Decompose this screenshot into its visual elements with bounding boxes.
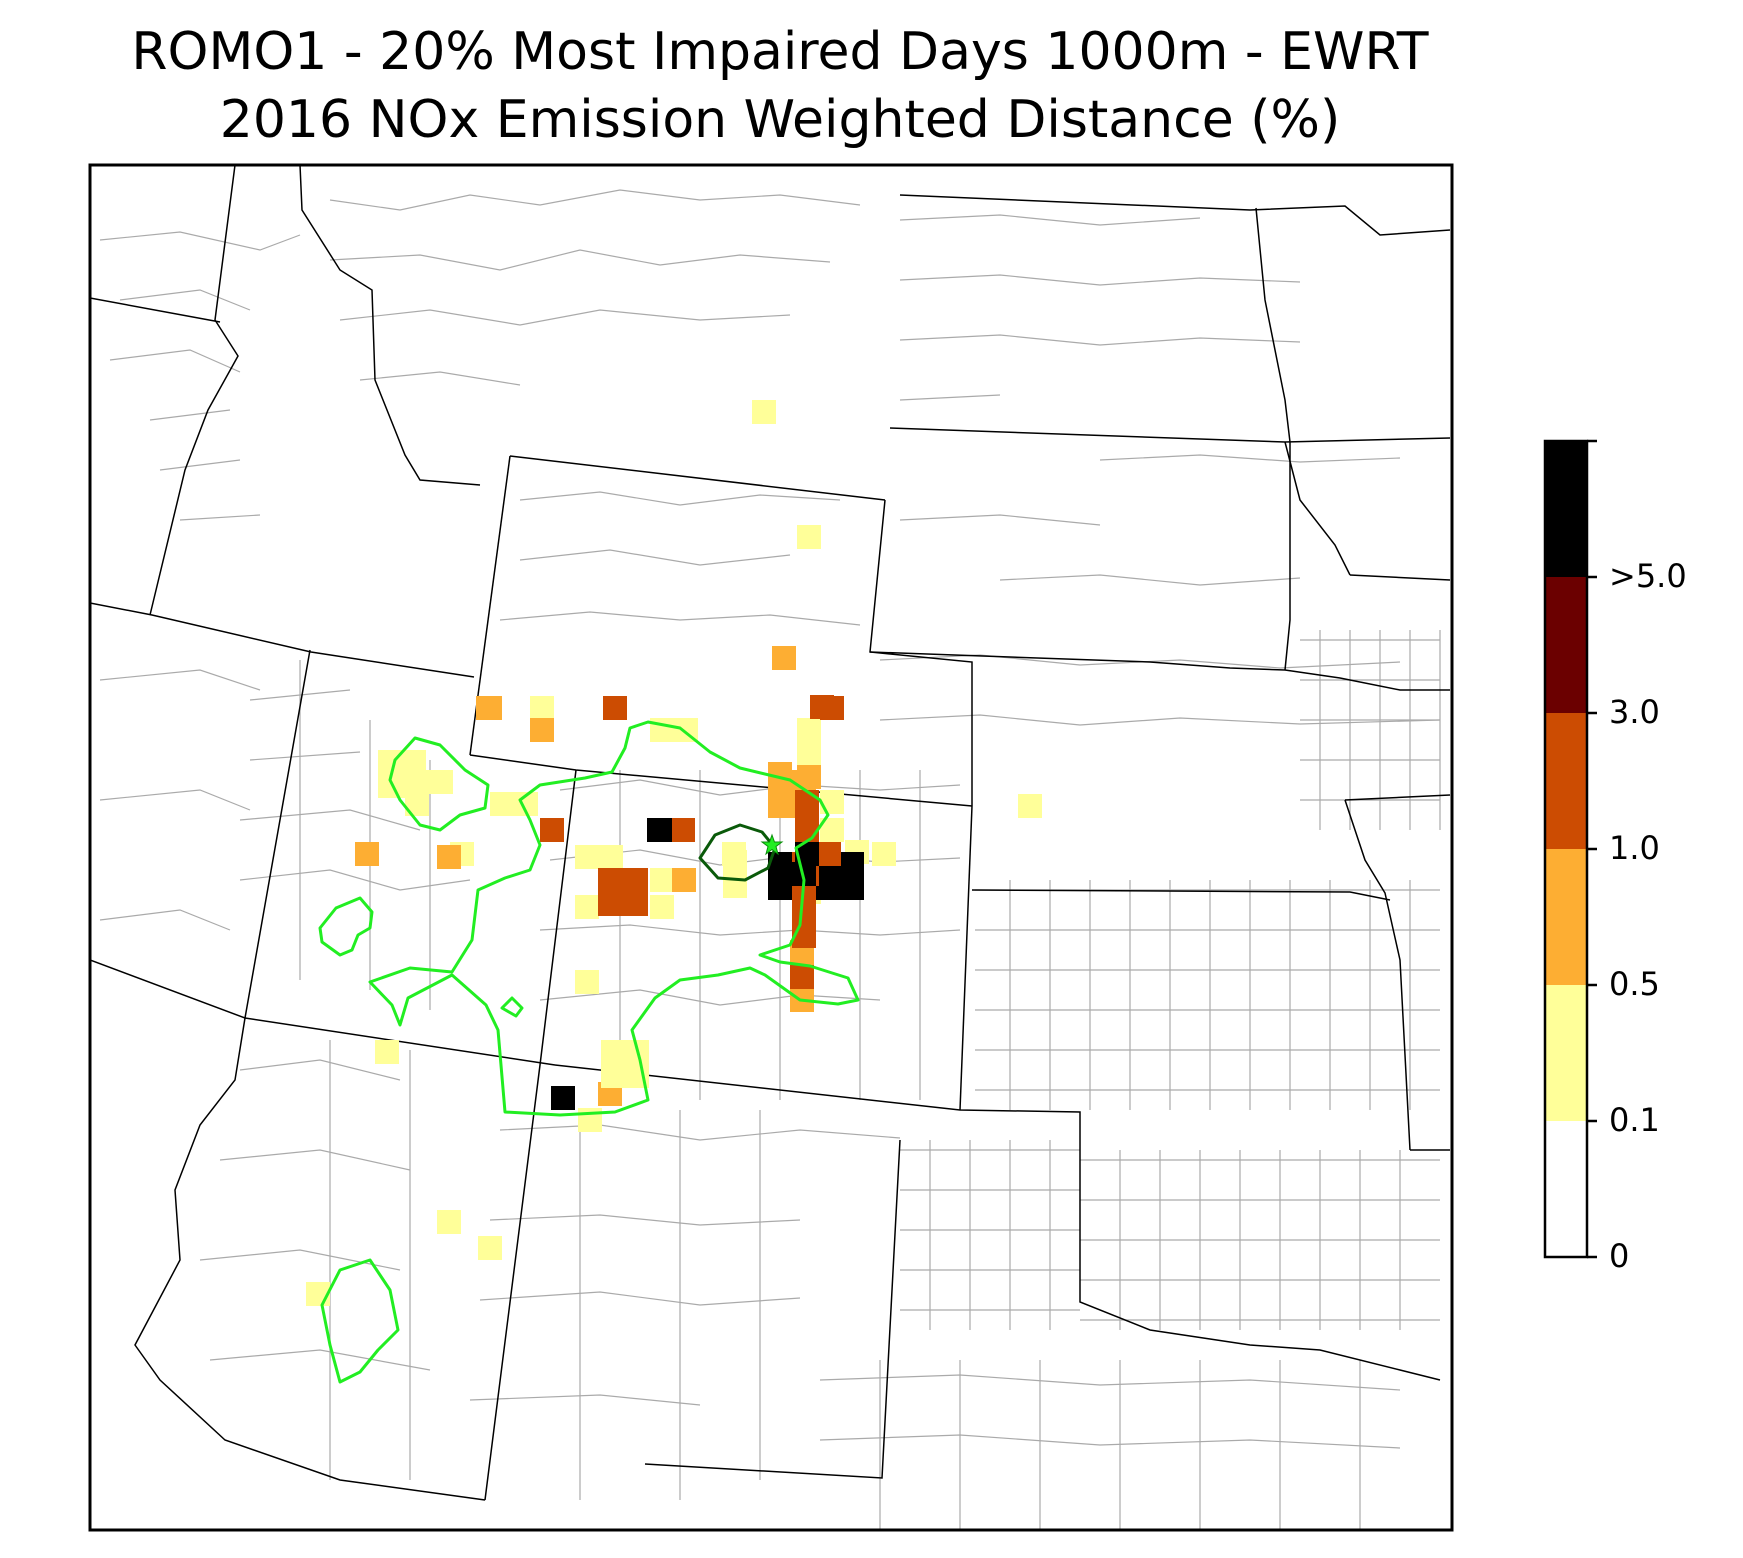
emission-cell — [671, 818, 695, 842]
colorbar-segment — [1545, 577, 1587, 713]
state-boundaries — [90, 165, 1451, 1501]
emission-cell — [575, 895, 599, 919]
emission-cell — [672, 868, 696, 892]
colorbar-segment — [1545, 849, 1587, 985]
contour-arizona — [320, 1258, 400, 1384]
emission-cell — [810, 695, 834, 719]
colorbar-tick-label: 1.0 — [1609, 829, 1660, 867]
county-boundaries — [99, 189, 1441, 1530]
contour-north-utah — [388, 736, 490, 832]
emission-cell — [598, 868, 646, 916]
emission-cell — [772, 646, 796, 670]
emission-cell — [790, 965, 814, 989]
emission-cell — [820, 790, 844, 814]
emission-cell — [872, 842, 896, 866]
emission-cell — [722, 842, 746, 866]
emission-cell — [530, 718, 554, 742]
emission-cell — [490, 792, 538, 816]
colorbar-segment — [1545, 713, 1587, 849]
colorbar-tick-label: 0 — [1609, 1237, 1630, 1275]
emission-cell — [603, 696, 627, 720]
map-border — [88, 163, 1454, 1532]
colorbar-tick-label: >5.0 — [1609, 557, 1687, 595]
chart-title: ROMO1 - 20% Most Impaired Days 1000m - E… — [131, 22, 1429, 82]
emission-cell — [797, 525, 821, 549]
emission-cell — [1018, 794, 1042, 818]
emission-cell — [551, 1086, 575, 1110]
emission-cell — [375, 1040, 399, 1064]
colorbar — [1543, 439, 1597, 1259]
emission-cell — [530, 696, 554, 720]
emission-cell — [650, 868, 674, 892]
contour-lines — [318, 720, 860, 1384]
emission-cell — [437, 1210, 461, 1234]
colorbar-segment — [1545, 985, 1587, 1121]
colorbar-tick-label: 0.5 — [1609, 965, 1660, 1003]
emission-cells — [306, 400, 1042, 1306]
colorbar-tick-label: 3.0 — [1609, 693, 1660, 731]
emission-cell — [650, 895, 674, 919]
colorbar-tick-label: 0.1 — [1609, 1101, 1660, 1139]
emission-cell — [817, 842, 841, 866]
star-icon — [760, 833, 784, 856]
emission-cell — [378, 750, 426, 798]
contour-outer — [368, 720, 860, 1117]
emission-cell — [478, 696, 502, 720]
emission-cell — [575, 845, 623, 869]
contour-small — [500, 996, 524, 1018]
chart-subtitle: 2016 NOx Emission Weighted Distance (%) — [219, 90, 1341, 150]
emission-cell — [752, 400, 776, 424]
emission-cell — [575, 970, 599, 994]
emission-cell — [478, 1236, 502, 1260]
emission-cell — [650, 718, 698, 742]
emission-cell — [797, 718, 821, 766]
contour-west-utah — [318, 896, 374, 957]
emission-cell — [355, 842, 379, 866]
emission-cell — [648, 818, 672, 842]
colorbar-segment — [1545, 1121, 1587, 1257]
colorbar-segment — [1545, 441, 1587, 577]
emission-cell — [437, 845, 461, 869]
emission-cell — [540, 818, 564, 842]
